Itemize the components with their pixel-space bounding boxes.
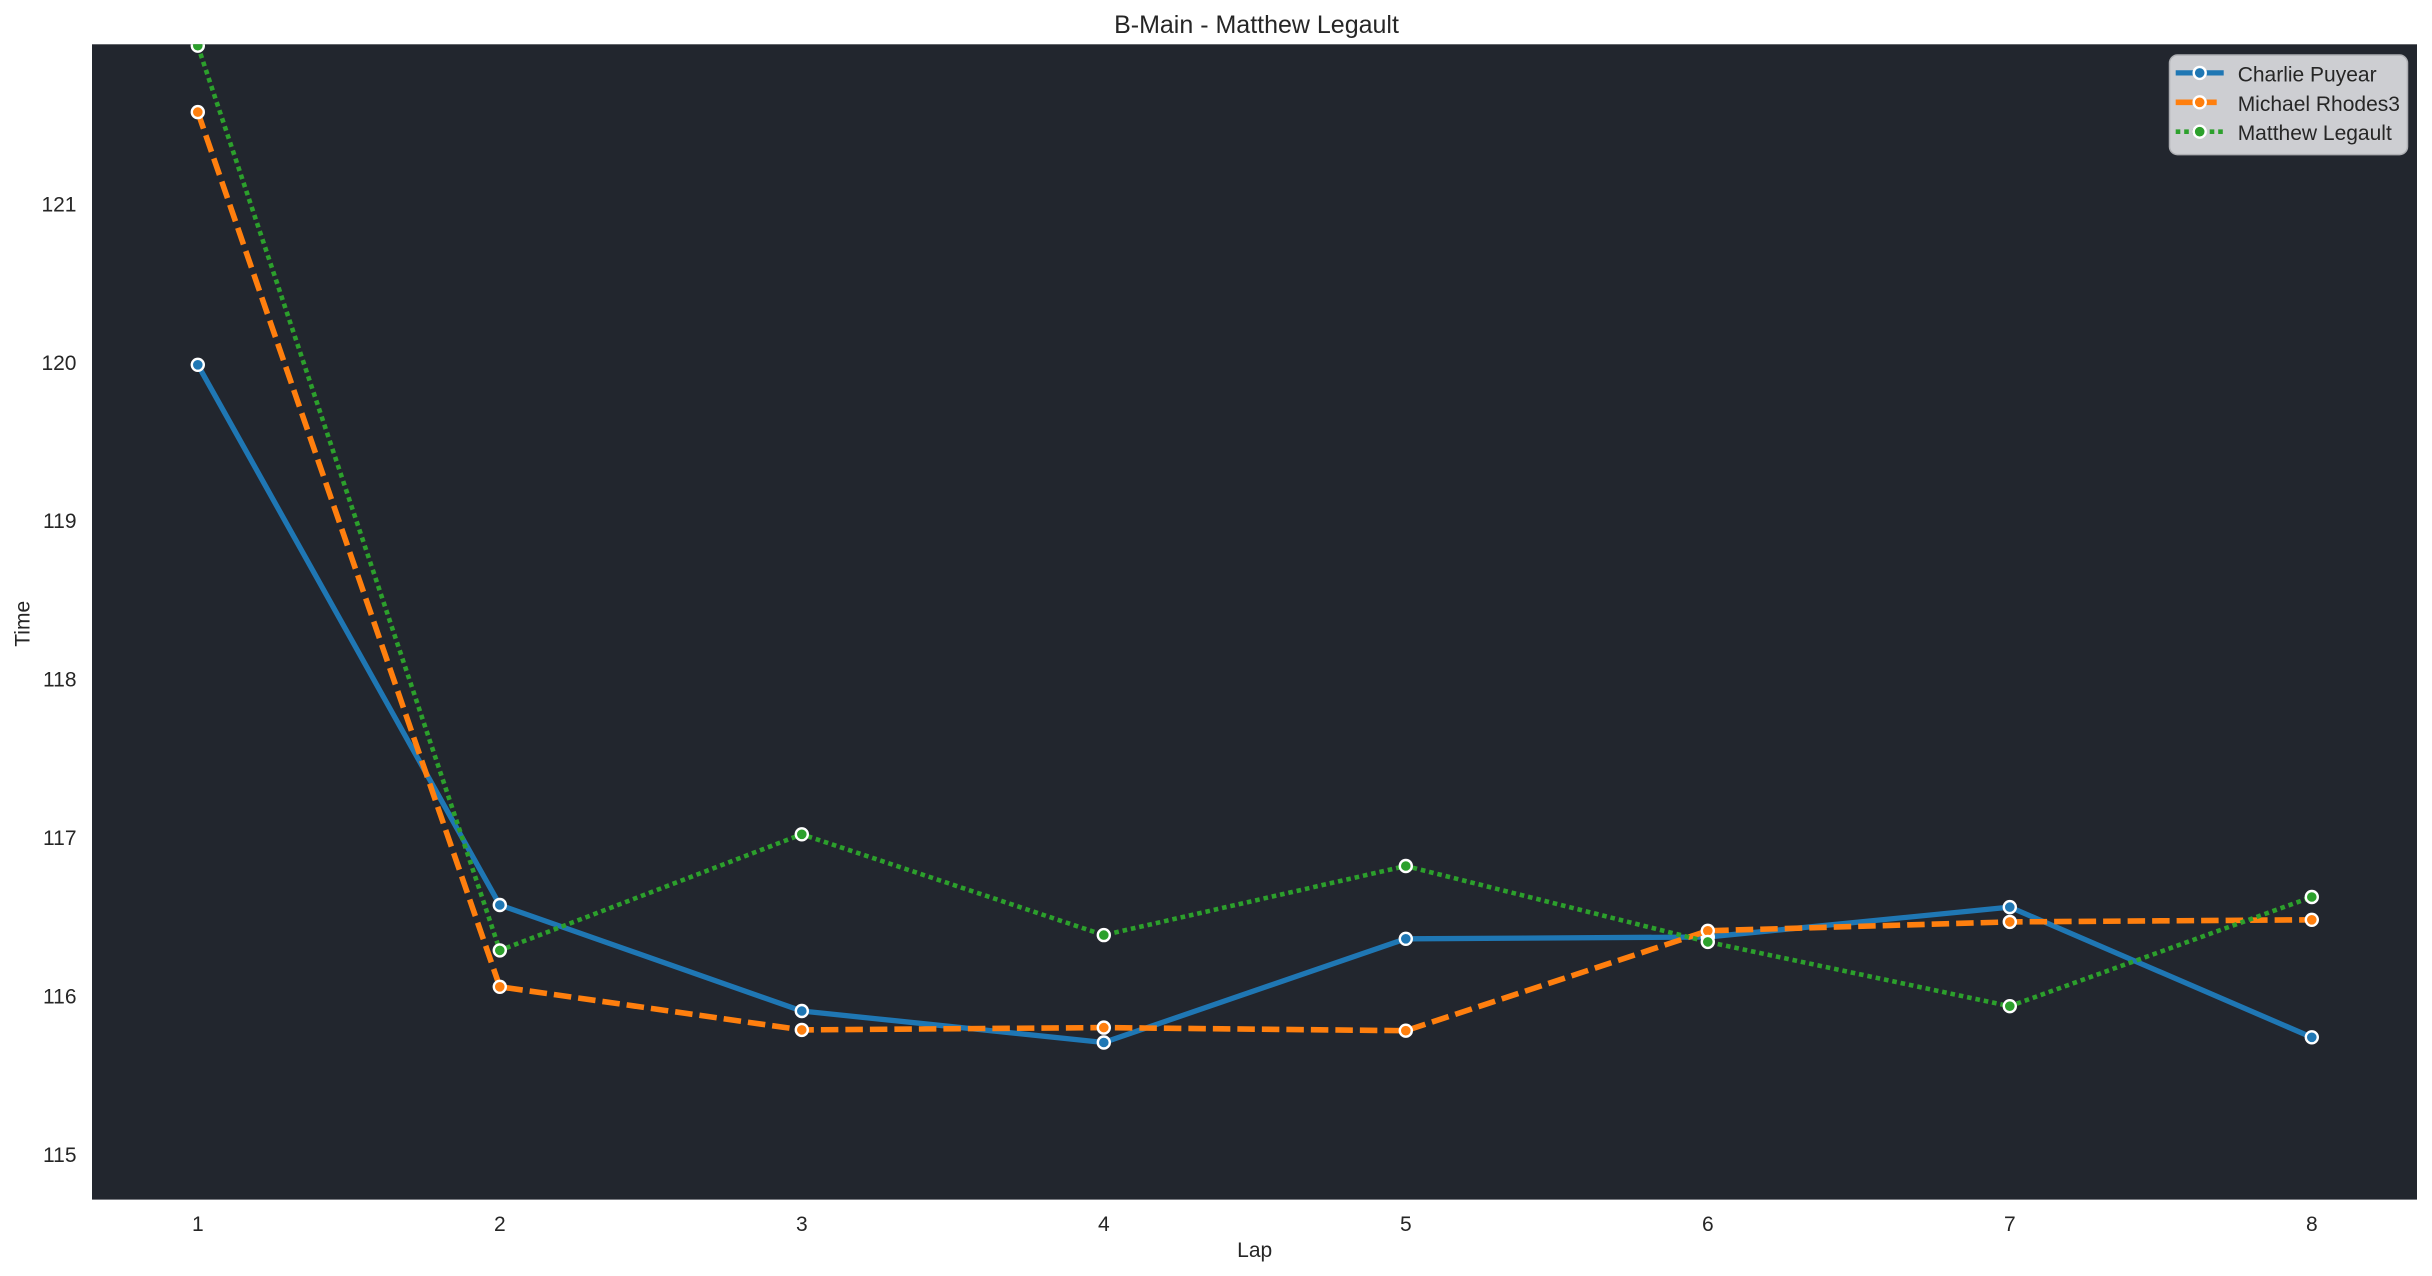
svg-text:Matthew Legault: Matthew Legault	[2238, 122, 2392, 145]
svg-text:117: 117	[43, 827, 76, 850]
svg-text:116: 116	[43, 985, 76, 1008]
svg-text:Time: Time	[12, 601, 35, 647]
svg-text:118: 118	[43, 669, 76, 692]
svg-text:115: 115	[43, 1144, 76, 1167]
svg-text:7: 7	[2004, 1213, 2016, 1236]
svg-text:120: 120	[41, 352, 76, 375]
svg-text:8: 8	[2306, 1213, 2318, 1236]
svg-text:121: 121	[41, 193, 76, 216]
svg-text:Charlie Puyear: Charlie Puyear	[2238, 63, 2377, 86]
svg-text:2: 2	[494, 1213, 506, 1236]
svg-text:5: 5	[1400, 1213, 1412, 1236]
svg-text:4: 4	[1098, 1213, 1110, 1236]
svg-text:B-Main - Matthew Legault: B-Main - Matthew Legault	[1114, 11, 1399, 39]
svg-text:Michael Rhodes3: Michael Rhodes3	[2238, 93, 2400, 116]
svg-text:3: 3	[796, 1213, 808, 1236]
svg-text:6: 6	[1702, 1213, 1714, 1236]
svg-text:Lap: Lap	[1237, 1239, 1272, 1262]
svg-text:119: 119	[43, 510, 76, 533]
svg-text:1: 1	[192, 1213, 204, 1236]
